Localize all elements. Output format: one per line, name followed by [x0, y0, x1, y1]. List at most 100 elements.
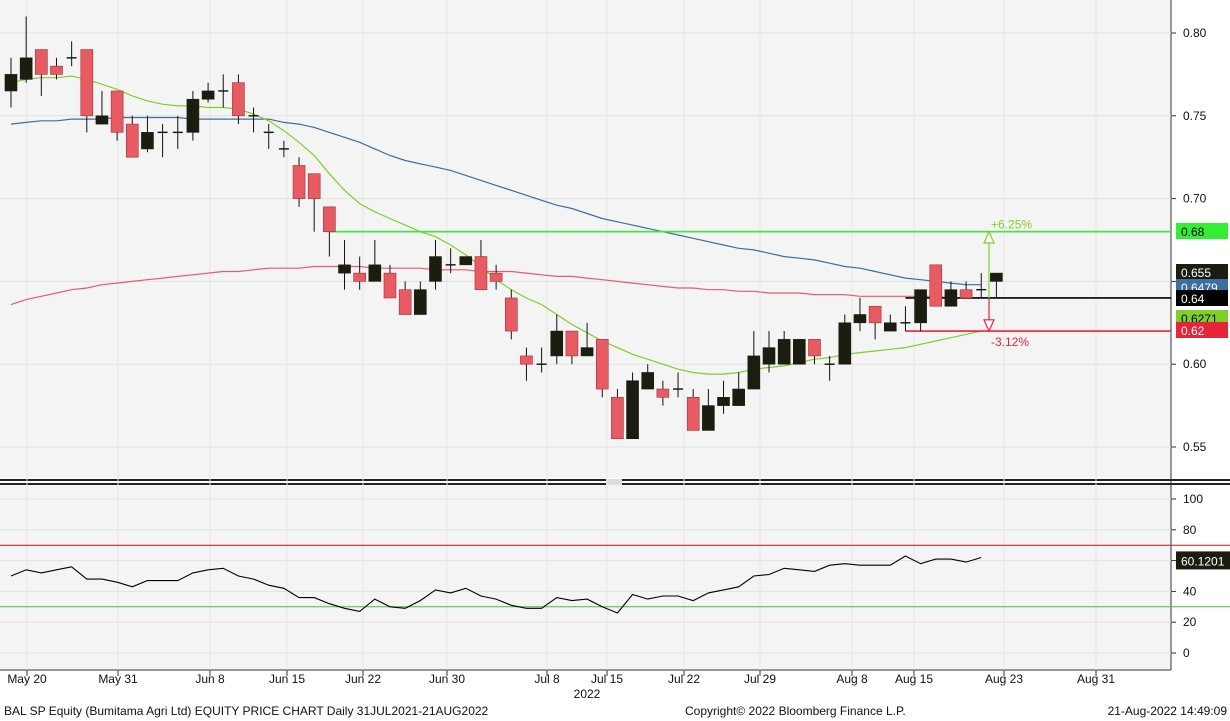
x-axis-ticks: May 20 May 31 Jun 8 Jun 15 Jun 22 Jun 30 Jul 8… [7, 670, 1115, 701]
candle-body-down [611, 397, 624, 440]
price-tag [1176, 290, 1228, 306]
price-tick-label: 0.75 [1183, 109, 1207, 123]
candle-body-down [383, 272, 397, 299]
candle-body-up [853, 314, 867, 324]
price-tick-label: 0.70 [1183, 192, 1207, 206]
candle-body-down [125, 123, 139, 158]
candle-body-down [35, 49, 48, 75]
price-tick-label: 0.80 [1183, 26, 1207, 40]
price-tag-label: 0.62 [1181, 324, 1205, 338]
candle-body-down [398, 289, 412, 315]
candle-body-down [686, 397, 700, 431]
year-label: 2022 [574, 687, 601, 701]
date-tick-label: Jul 8 [534, 672, 560, 686]
candle-body-up [459, 256, 473, 266]
candle-body-down [307, 173, 321, 199]
oscillator-tick-label: 40 [1183, 584, 1197, 598]
candlesticks [4, 16, 1003, 440]
footer-copyright: Copyright© 2022 Bloomberg Finance L.P. [685, 704, 906, 718]
date-tick-label: Jul 15 [591, 672, 623, 686]
panel-resize-handle[interactable] [606, 479, 622, 485]
candle-body-up [883, 322, 897, 332]
footer-timestamp: 21-Aug-2022 14:49:09 [1107, 704, 1227, 718]
candle-body-down [353, 272, 366, 282]
date-tick-label: Jun 22 [345, 672, 381, 686]
candle-body-up [641, 372, 655, 390]
oscillator-line [10, 555, 982, 614]
candle-body-down [565, 330, 579, 357]
annotations: +6.25% -3.12% [983, 218, 1032, 349]
candle-body-up [95, 115, 109, 125]
oscillator-tick-label: 0 [1183, 646, 1190, 660]
loss-arrow-head [983, 319, 995, 333]
candle-body-up [414, 289, 427, 315]
price-tag-label: 0.68 [1181, 225, 1205, 239]
candle-body-down [232, 82, 245, 117]
candle-body-up [201, 90, 215, 100]
date-tick-label: Jul 29 [744, 672, 776, 686]
candle-body-up [338, 264, 351, 274]
candle-body-down [595, 339, 609, 390]
gain-arrow-head [983, 230, 995, 244]
date-tick-label: Jun 8 [195, 672, 225, 686]
candle-body-down [504, 297, 518, 332]
candle-body-up [777, 339, 791, 365]
candle-body-down [656, 388, 670, 398]
price-panel [0, 0, 1171, 478]
candle-body-up [429, 256, 442, 282]
date-tick-label: May 31 [98, 672, 138, 686]
candle-body-up [762, 347, 776, 365]
candle-body-up [990, 272, 1003, 282]
candle-body-down [292, 165, 306, 199]
footer-security-label: BAL SP Equity (Bumitama Agri Ltd) EQUITY… [4, 704, 489, 718]
loss-annotation: -3.12% [991, 335, 1029, 349]
candle-body-down [929, 264, 943, 307]
candle-body-up [944, 289, 958, 307]
price-tick-label: 0.55 [1183, 440, 1207, 454]
oscillator-tick-label: 80 [1183, 523, 1197, 537]
candle-body-up [702, 405, 715, 431]
price-tag-label: 0.64 [1181, 292, 1205, 306]
candle-body-down [808, 339, 821, 357]
candle-body-up [19, 57, 33, 80]
oscillator-series [0, 544, 1230, 614]
oscillator-value-tag [1176, 551, 1230, 570]
candle-body-down [489, 272, 503, 282]
candle-body-down [80, 49, 94, 117]
candle-body-down [323, 206, 336, 233]
oscillator-value-label: 60.1201 [1181, 554, 1225, 568]
candle-body-up [838, 322, 852, 365]
price-tag [1176, 223, 1228, 239]
oscillator-tick-label: 100 [1183, 492, 1203, 506]
price-tag-label: 0.655 [1181, 266, 1211, 280]
price-tag [1176, 264, 1228, 280]
candle-body-down [520, 355, 533, 365]
date-tick-label: Jun 30 [429, 672, 465, 686]
candle-body-up [626, 380, 639, 440]
date-tick-label: May 20 [7, 672, 47, 686]
candle-body-up [732, 388, 745, 406]
oscillator-tick-label: 20 [1183, 615, 1197, 629]
candle-body-up [368, 264, 382, 282]
price-tick-label: 0.60 [1183, 357, 1207, 371]
moving-average-line [10, 116, 982, 286]
candle-body-up [914, 289, 927, 324]
gain-annotation: +6.25% [991, 218, 1032, 232]
candle-body-up [717, 397, 730, 406]
candle-body-down [474, 256, 488, 290]
candle-body-up [747, 355, 761, 390]
candle-body-down [50, 65, 63, 75]
candle-body-up [580, 347, 594, 357]
date-tick-label: Jun 15 [269, 672, 305, 686]
candle-body-down [110, 90, 124, 133]
candle-body-up [186, 98, 200, 133]
date-tick-label: Aug 15 [895, 672, 933, 686]
candle-body-up [550, 330, 564, 357]
oscillator-panel [0, 484, 1171, 670]
gridlines [0, 0, 1171, 670]
date-tick-label: Aug 8 [836, 672, 868, 686]
date-tick-label: Aug 31 [1077, 672, 1115, 686]
candle-body-up [793, 339, 806, 365]
